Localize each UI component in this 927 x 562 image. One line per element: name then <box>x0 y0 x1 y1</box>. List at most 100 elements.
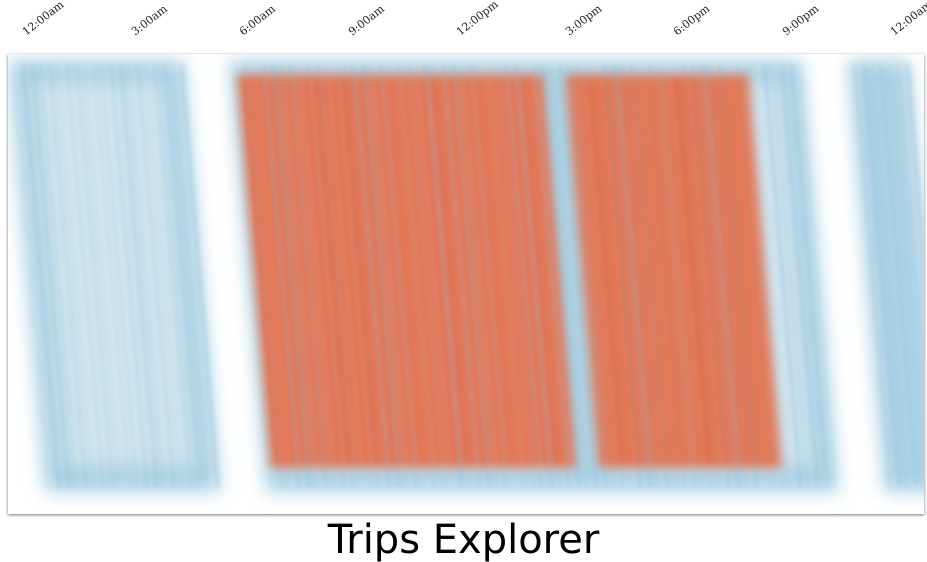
heat-streak <box>441 64 482 488</box>
heat-streak <box>895 64 924 398</box>
heat-streak <box>860 64 903 488</box>
heat-streak <box>655 64 698 488</box>
heat-streak <box>744 64 787 488</box>
page-title: Trips Explorer <box>327 517 600 562</box>
heat-streak <box>493 78 531 464</box>
heat-streak <box>537 78 576 464</box>
heat-streak <box>278 64 318 488</box>
heat-streak <box>376 78 414 464</box>
heat-streak <box>100 64 139 488</box>
heat-streak <box>117 64 160 488</box>
heat-streak <box>673 78 713 464</box>
heat-streak <box>761 64 804 488</box>
heat-streak <box>468 64 510 488</box>
x-tick-label: 12:00pm <box>454 0 501 39</box>
heat-streak <box>313 78 353 464</box>
heat-streak <box>126 64 166 488</box>
heat-streak <box>29 64 72 488</box>
heat-streak <box>250 78 286 464</box>
heat-streak <box>528 78 565 464</box>
heat-streak <box>904 64 924 295</box>
heat-streak <box>699 78 735 464</box>
heat-streak <box>682 78 719 464</box>
heat-streak <box>349 78 386 464</box>
heat-streak <box>259 78 297 464</box>
heat-streak <box>726 78 763 464</box>
x-tick-label: 9:00pm <box>779 2 821 39</box>
heat-streak <box>504 64 544 488</box>
heat-streak <box>878 64 920 488</box>
heat-streak <box>351 64 392 488</box>
heat-streak <box>717 78 757 464</box>
heat-streak <box>586 78 626 464</box>
heatmap-panel[interactable] <box>8 54 924 514</box>
heat-streak <box>708 78 746 464</box>
heat-streak <box>152 64 193 488</box>
heat-streak <box>569 78 605 464</box>
heat-streak <box>135 64 177 488</box>
heat-streak <box>268 78 308 464</box>
heat-streak <box>412 78 448 464</box>
heat-streak <box>629 78 669 464</box>
heat-streak <box>744 78 779 464</box>
heat-streak <box>65 64 106 488</box>
heat-streak <box>295 78 331 464</box>
heat-streak <box>770 64 809 488</box>
heat-streak <box>852 64 893 488</box>
heat-streak <box>414 64 454 488</box>
heat-streak <box>655 78 691 464</box>
heat-streak <box>886 64 924 488</box>
heat-streak <box>21 64 62 488</box>
heat-streak <box>779 64 820 488</box>
heat-streak <box>621 78 658 464</box>
heat-streak <box>753 64 793 488</box>
heat-streak <box>448 78 487 464</box>
heatmap-svg <box>8 60 924 492</box>
x-tick-label: 6:00pm <box>671 2 713 39</box>
heat-streak <box>251 64 290 488</box>
heat-streak <box>540 64 583 488</box>
heat-streak <box>735 78 774 464</box>
heat-streak <box>277 78 314 464</box>
heat-streak <box>331 78 370 464</box>
heat-streak <box>502 78 537 464</box>
heat-streak <box>340 78 380 464</box>
heat-streak <box>519 78 559 464</box>
heat-streak <box>699 64 743 488</box>
heat-streak <box>394 78 431 464</box>
heat-streak <box>797 64 837 488</box>
heat-streak <box>56 64 95 488</box>
x-tick-label: 3:00am <box>128 2 170 39</box>
heat-streak <box>549 64 589 488</box>
heat-streak <box>612 78 648 464</box>
heat-streak <box>578 78 615 464</box>
heat-streak <box>170 64 210 488</box>
x-tick-label: 6:00am <box>237 2 278 39</box>
x-tick-label: 12:00am <box>20 0 67 39</box>
heat-streak <box>358 78 397 464</box>
heat-streak <box>558 64 599 488</box>
heat-streak <box>513 64 555 488</box>
heat-streak <box>385 78 425 464</box>
heat-streak <box>161 64 204 488</box>
heat-streak <box>510 78 548 464</box>
heat-streak <box>403 78 442 464</box>
heat-streak <box>322 78 359 464</box>
heat-streak <box>304 78 342 464</box>
heat-streak <box>73 64 116 488</box>
heat-streak <box>457 78 493 464</box>
heat-streak <box>47 64 89 488</box>
x-axis-top: 12:00am 3:00am 6:00am 9:00am 12:00pm 3:00pm 6:… <box>0 0 927 54</box>
heat-streak <box>691 78 729 464</box>
heat-streak <box>647 78 685 464</box>
heat-streak <box>286 78 325 464</box>
heat-streak <box>788 64 831 488</box>
heat-streak <box>869 64 909 488</box>
heat-streak <box>421 78 459 464</box>
heat-streak <box>179 64 221 488</box>
heat-streak <box>475 78 514 464</box>
heat-streak <box>466 78 503 464</box>
heat-streak <box>603 78 642 464</box>
heat-streak <box>484 78 520 464</box>
